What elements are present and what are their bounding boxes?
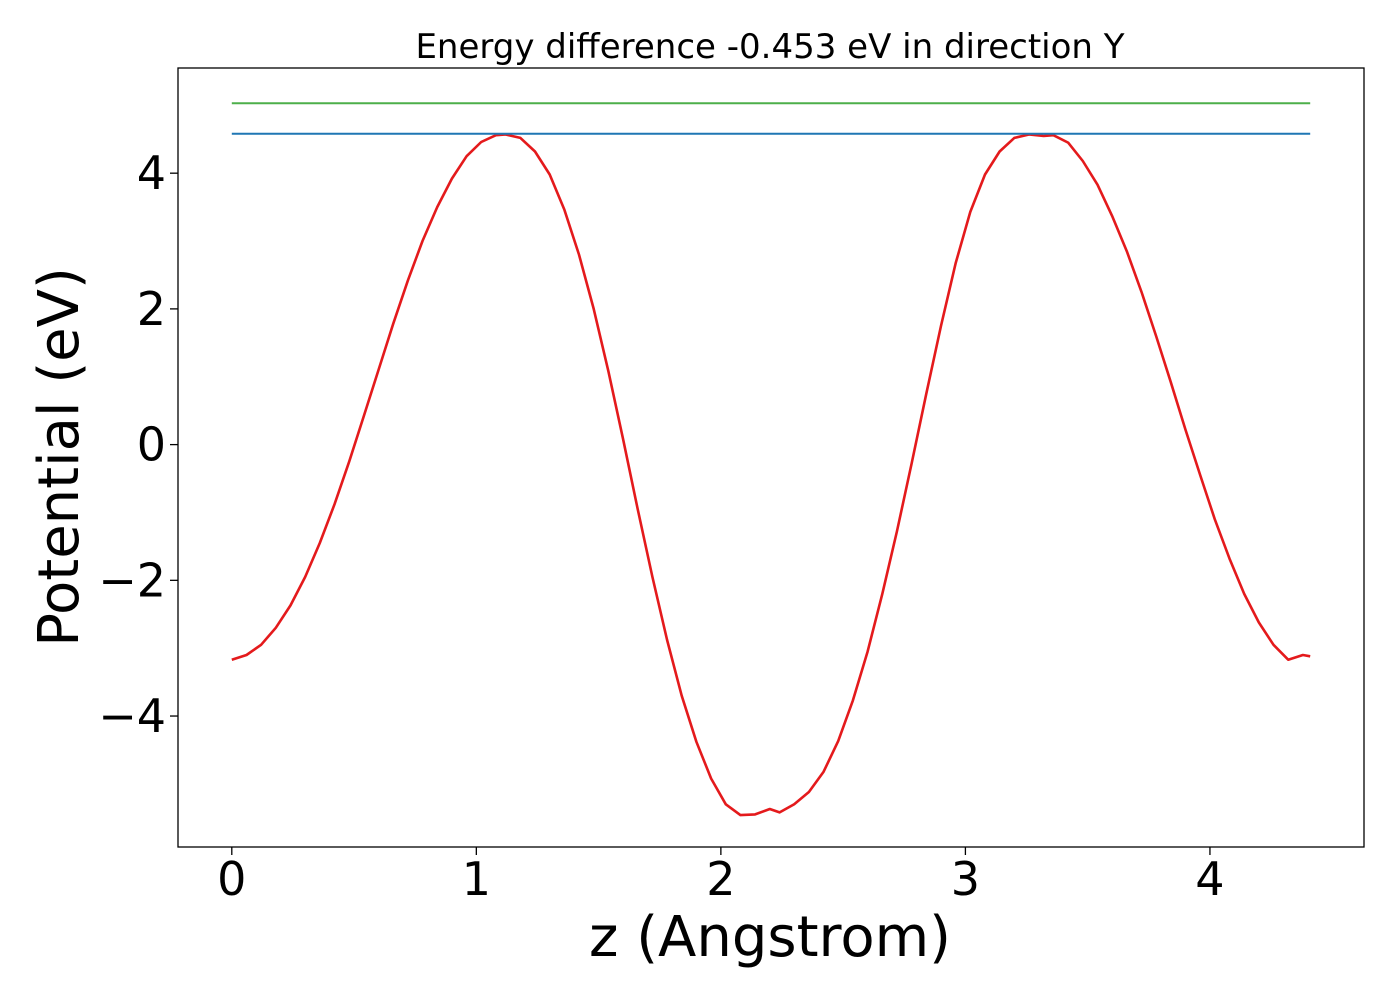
x-axis-title: z (Angstrom) [589,905,951,970]
x-tick-label: 4 [1195,852,1224,906]
y-tick-label: 4 [137,146,166,200]
x-tick-label: 1 [462,852,491,906]
x-tick-label: 0 [217,852,246,906]
plot-frame [177,67,1365,848]
x-axis-ticks: 0 1 2 3 4 [217,847,1225,906]
chart-title: Energy difference -0.453 eV in direction… [415,27,1124,67]
y-tick-label: −4 [98,689,166,743]
y-axis-title: Potential (eV) [27,267,92,647]
plot-area [177,67,1365,848]
y-tick-label: 2 [137,282,166,336]
x-tick-label: 2 [706,852,735,906]
y-axis-ticks: −4 −2 0 2 4 [98,146,178,743]
y-tick-label: 0 [137,418,166,472]
x-tick-label: 3 [951,852,980,906]
potential-curve [231,133,1311,817]
y-tick-label: −2 [98,553,166,607]
